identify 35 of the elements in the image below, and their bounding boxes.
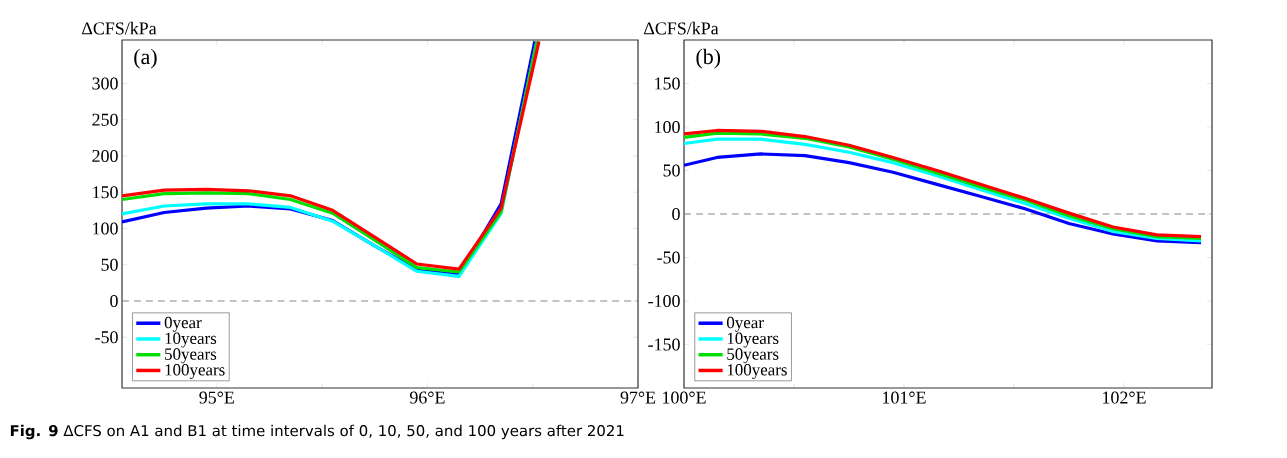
- y-tick-label: 0: [110, 294, 118, 308]
- x-tick-label: 97°E: [620, 391, 656, 404]
- legend-label: 50years: [727, 348, 779, 364]
- annotation: (a): [134, 48, 157, 69]
- annotation: (b): [696, 48, 721, 69]
- y-tick-label: 150: [93, 186, 118, 199]
- legend-label: 100years: [165, 364, 225, 379]
- x-tick-label: 96°E: [409, 391, 445, 404]
- y-tick-label: 250: [92, 113, 118, 126]
- y-tick-label: -50: [95, 331, 118, 344]
- y-tick-label: 150: [655, 77, 680, 90]
- y-tick-label: 100: [655, 120, 680, 134]
- y-tick-label: -100: [648, 294, 680, 308]
- legend-label: 100years: [727, 364, 787, 379]
- legend-label: 0year: [164, 316, 202, 332]
- x-tick-label: 95°E: [199, 391, 234, 404]
- x-tick-label: 102°E: [1103, 391, 1146, 404]
- y-tick-label: 100: [93, 222, 118, 235]
- legend-label: 0year: [726, 316, 764, 332]
- y-axis-title: ΔCFS/kPa: [644, 21, 719, 35]
- y-tick-label: 50: [101, 258, 118, 271]
- line-series: [684, 152, 1203, 245]
- x-tick-label: 100°E: [663, 391, 706, 404]
- y-tick-label: 200: [92, 149, 118, 163]
- text: Fig. 9 ΔCFS on A1 and B1 at time intervals of 0, 10, 50, and 100 years after 2021: [10, 424, 624, 440]
- y-tick-label: 50: [663, 164, 680, 177]
- legend-label: 10years: [165, 332, 217, 348]
- legend-label: 10years: [727, 332, 779, 348]
- legend-label: 50years: [165, 348, 217, 364]
- y-axis-title: ΔCFS/kPa: [82, 21, 157, 35]
- x-tick-label: 101°E: [883, 391, 926, 404]
- y-tick-label: 300: [92, 77, 118, 90]
- y-tick-label: 0: [672, 207, 680, 221]
- y-tick-label: -50: [657, 251, 680, 264]
- y-tick-label: -150: [648, 338, 680, 351]
